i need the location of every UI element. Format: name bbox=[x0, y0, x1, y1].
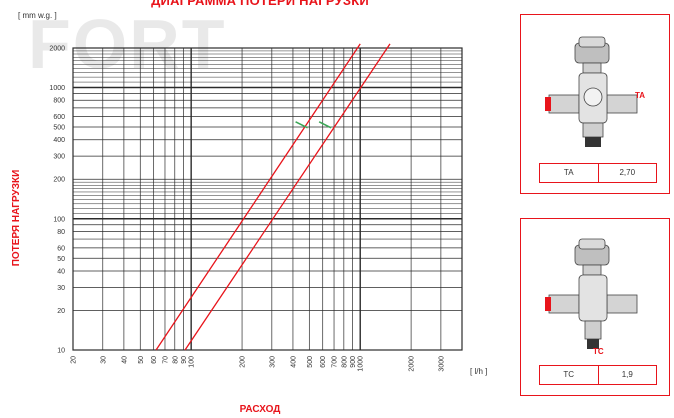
x-tick-label: 30 bbox=[100, 356, 107, 364]
valve-tc-image bbox=[545, 238, 638, 349]
x-tick-label: 500 bbox=[307, 356, 314, 368]
series-line-tc bbox=[184, 43, 391, 351]
series-line-ta bbox=[155, 43, 361, 351]
valve-tc-spec: TC 1,9 bbox=[539, 365, 657, 385]
x-tick-label: 70 bbox=[162, 356, 169, 364]
x-axis-title: РАСХОД bbox=[239, 404, 281, 415]
valve-tc-card: TC TC 1,9 bbox=[520, 218, 670, 396]
marker-point bbox=[295, 121, 308, 129]
x-tick-label: 400 bbox=[290, 356, 297, 368]
y-tick-label: 500 bbox=[53, 125, 65, 132]
x-unit-label: [ l/h ] bbox=[470, 367, 487, 376]
y-unit-label: [ mm w.g. ] bbox=[18, 11, 57, 20]
x-tick-label: 100 bbox=[189, 356, 196, 368]
y-tick-label: 20 bbox=[57, 308, 65, 315]
y-tick-label: 100 bbox=[53, 216, 65, 223]
valve-ta-callout: TA bbox=[635, 91, 646, 100]
x-tick-label: 60 bbox=[151, 356, 158, 364]
marker-point bbox=[318, 121, 332, 129]
y-tick-label: 10 bbox=[57, 348, 65, 355]
x-tick-label: 600 bbox=[320, 356, 327, 368]
x-tick-label: 90 bbox=[181, 356, 188, 364]
valve-ta-card: TA TA 2,70 bbox=[520, 14, 670, 194]
y-tick-label: 1000 bbox=[49, 85, 65, 92]
x-tick-label: 50 bbox=[138, 356, 145, 364]
valve-tc-kv: 1,9 bbox=[621, 370, 633, 379]
x-tick-label: 3000 bbox=[438, 356, 445, 372]
valve-ta-kv: 2,70 bbox=[619, 168, 636, 177]
x-tick-label: 900 bbox=[350, 356, 357, 368]
y-tick-label: 50 bbox=[57, 256, 65, 263]
plot-frame bbox=[72, 47, 463, 351]
x-tick-label: 1000 bbox=[358, 356, 365, 372]
valve-ta-code: TA bbox=[540, 164, 599, 182]
y-tick-label: 400 bbox=[53, 137, 65, 144]
y-tick-label: 80 bbox=[57, 229, 65, 236]
page-title: ДИАГРАММА ПОТЕРИ НАГРУЗКИ bbox=[151, 0, 369, 8]
y-tick-label: 300 bbox=[53, 154, 65, 161]
x-tick-label: 40 bbox=[121, 356, 128, 364]
y-tick-label: 40 bbox=[57, 268, 65, 275]
x-tick-label: 200 bbox=[240, 356, 247, 368]
y-tick-label: 200 bbox=[53, 177, 65, 184]
y-tick-label: 60 bbox=[57, 245, 65, 252]
valve-ta-spec: TA 2,70 bbox=[539, 163, 657, 183]
x-tick-label: 300 bbox=[269, 356, 276, 368]
y-tick-label: 2000 bbox=[49, 46, 65, 53]
x-tick-label: 2000 bbox=[409, 356, 416, 372]
y-tick-label: 800 bbox=[53, 98, 65, 105]
valve-tc-callout: TC bbox=[593, 347, 604, 356]
x-tick-label: 20 bbox=[71, 356, 78, 364]
x-tick-label: 800 bbox=[341, 356, 348, 368]
x-tick-label: 80 bbox=[172, 356, 179, 364]
valve-ta-image bbox=[545, 36, 638, 147]
valve-tc-code: TC bbox=[540, 366, 599, 384]
y-tick-label: 600 bbox=[53, 114, 65, 121]
y-tick-label: 30 bbox=[57, 285, 65, 292]
x-tick-label: 700 bbox=[332, 356, 339, 368]
